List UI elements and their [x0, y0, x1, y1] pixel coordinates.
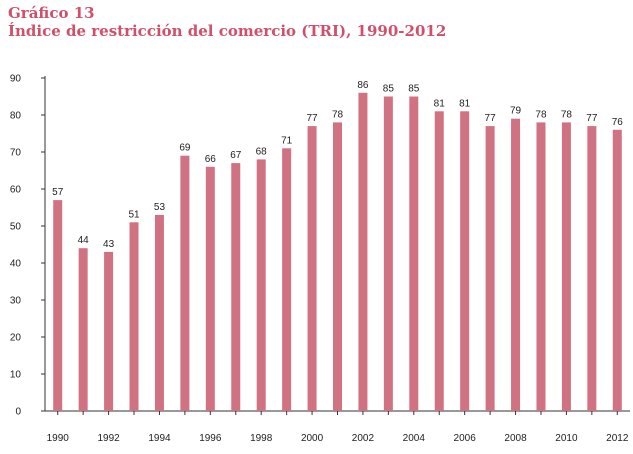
- data-label-1997: 67: [230, 150, 242, 161]
- x-tick-label-2002: 2002: [352, 433, 375, 444]
- y-tick-label: 0: [15, 407, 21, 418]
- y-tick-label: 30: [10, 296, 22, 307]
- bar-1997: [231, 163, 241, 411]
- bar-1992: [104, 251, 114, 411]
- x-tick-label-2010: 2010: [555, 433, 578, 444]
- y-tick-label: 70: [10, 148, 22, 159]
- data-label-2009: 78: [535, 109, 547, 120]
- x-tick-label-2000: 2000: [301, 433, 324, 444]
- chart-title: Índice de restricción del comercio (TRI)…: [8, 22, 447, 40]
- data-label-2001: 78: [332, 109, 344, 120]
- x-tick-label-2006: 2006: [454, 433, 477, 444]
- data-label-2010: 78: [561, 109, 573, 120]
- bar-2006: [460, 111, 470, 412]
- bar-1994: [154, 214, 164, 411]
- bar-2002: [358, 92, 368, 412]
- bar-2009: [536, 122, 546, 412]
- data-label-1992: 43: [103, 239, 115, 250]
- y-tick-label: 50: [10, 222, 22, 233]
- data-label-1991: 44: [78, 235, 90, 246]
- bar-2004: [409, 96, 419, 411]
- x-tick-label-1998: 1998: [250, 433, 273, 444]
- data-label-2008: 79: [510, 106, 522, 117]
- y-tick-label: 60: [10, 185, 22, 196]
- bar-1996: [205, 166, 215, 411]
- bar-1995: [180, 155, 190, 411]
- data-label-2004: 85: [408, 84, 420, 95]
- bar-1993: [129, 222, 139, 411]
- bar-1998: [256, 159, 266, 411]
- data-label-2006: 81: [459, 98, 471, 109]
- x-tick-label-1994: 1994: [148, 433, 171, 444]
- bar-1991: [78, 248, 88, 411]
- x-tick-label-1992: 1992: [97, 433, 120, 444]
- data-label-1990: 57: [52, 187, 64, 198]
- figure-label: Gráfico 13: [8, 4, 95, 22]
- data-label-1996: 66: [205, 154, 217, 165]
- bar-2011: [587, 126, 597, 411]
- bar-2000: [307, 126, 317, 411]
- data-label-1995: 69: [179, 143, 191, 154]
- bar-2003: [383, 96, 393, 411]
- data-label-2002: 86: [357, 80, 369, 91]
- bar-1999: [282, 148, 292, 412]
- bar-2012: [612, 129, 622, 412]
- data-label-2011: 77: [586, 113, 598, 124]
- x-tick-label-1990: 1990: [47, 433, 70, 444]
- data-label-1994: 53: [154, 202, 166, 213]
- bar-2008: [511, 118, 521, 411]
- data-label-2000: 77: [307, 113, 319, 124]
- data-label-2007: 77: [485, 113, 497, 124]
- data-label-2003: 85: [383, 84, 395, 95]
- title-block: Gráfico 13 Índice de restricción del com…: [8, 4, 446, 40]
- y-tick-label: 80: [10, 111, 22, 122]
- data-label-2005: 81: [434, 98, 446, 109]
- bar-2007: [485, 126, 495, 411]
- data-label-2012: 76: [612, 117, 624, 128]
- x-tick-label-2012: 2012: [606, 433, 629, 444]
- x-tick-label-1996: 1996: [199, 433, 222, 444]
- y-tick-label: 40: [10, 259, 22, 270]
- x-tick-label-2008: 2008: [504, 433, 527, 444]
- data-label-1999: 71: [281, 135, 293, 146]
- y-tick-label: 90: [10, 74, 22, 85]
- data-label-1993: 51: [128, 209, 140, 220]
- bar-2005: [434, 111, 444, 412]
- y-tick-label: 20: [10, 333, 22, 344]
- x-tick-label-2004: 2004: [403, 433, 426, 444]
- bar-1990: [53, 200, 63, 411]
- bar-2001: [333, 122, 342, 412]
- bar-2010: [561, 122, 571, 412]
- data-label-1998: 68: [256, 146, 268, 157]
- y-tick-label: 10: [10, 370, 22, 381]
